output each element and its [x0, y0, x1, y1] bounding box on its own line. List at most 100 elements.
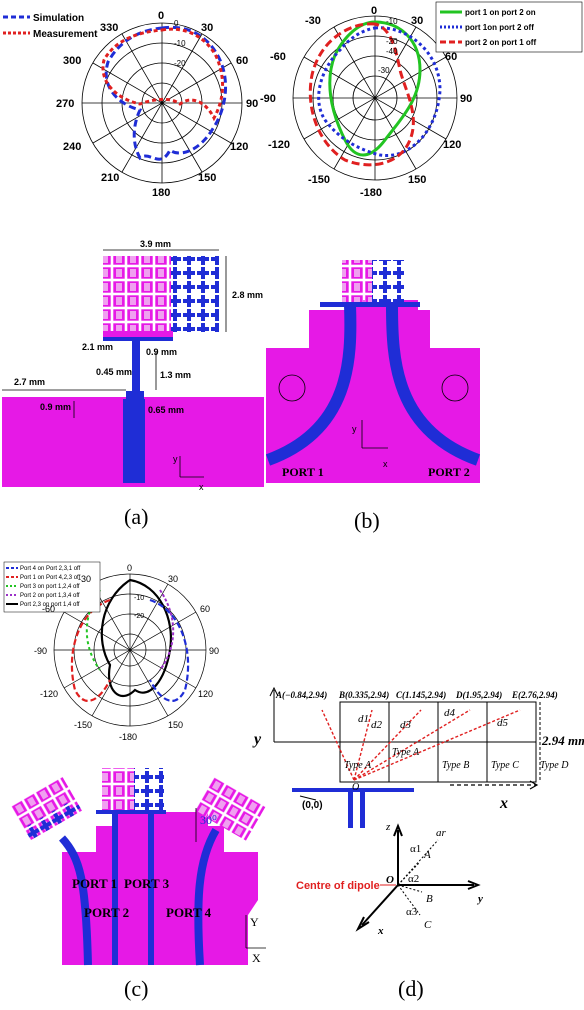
svg-text:150: 150 — [408, 174, 426, 186]
panel-c-polar: Port 4 on Port 2,3,1 off Port 1 on Port … — [3, 561, 219, 742]
panel-c-legend: Port 4 on Port 2,3,1 off Port 1 on Port … — [3, 561, 101, 613]
svg-text:α1: α1 — [410, 843, 421, 855]
panel-b-radial-labels: -10 -20 -30 -40 — [378, 17, 398, 75]
panel-d-diagram: A(−0.84,2.94) B(0.335,2.94) C(1.145,2.94… — [252, 686, 584, 937]
svg-text:(0,0): (0,0) — [302, 800, 323, 811]
svg-text:0.9 mm: 0.9 mm — [146, 347, 177, 357]
svg-text:-40: -40 — [386, 47, 398, 56]
svg-text:B(0.335,2.94): B(0.335,2.94) — [338, 690, 389, 700]
svg-text:d1: d1 — [358, 713, 369, 725]
port1-label: PORT 1 — [282, 465, 324, 479]
svg-text:A(−0.84,2.94): A(−0.84,2.94) — [275, 690, 327, 700]
svg-text:y: y — [352, 424, 357, 434]
svg-text:60: 60 — [445, 51, 457, 63]
panel-c-geometry: 30⁰ PORT 1 PORT 2 PORT 3 PORT 4 Y X — [10, 768, 266, 966]
svg-text:B: B — [426, 893, 433, 905]
svg-text:Port 4 on Port 2,3,1 off: Port 4 on Port 2,3,1 off — [20, 566, 81, 572]
svg-text:y: y — [173, 454, 178, 464]
caption-a: (a) — [124, 504, 149, 529]
svg-text:O: O — [386, 874, 394, 886]
port2-label: PORT 2 — [428, 465, 470, 479]
svg-text:A: A — [423, 849, 431, 861]
svg-text:90: 90 — [460, 93, 472, 105]
svg-text:x: x — [377, 925, 384, 937]
svg-text:120: 120 — [443, 139, 461, 151]
centre-dipole-label: Centre of dipole — [296, 880, 380, 892]
svg-text:Port 2,3 on port 1,4 off: Port 2,3 on port 1,4 off — [20, 602, 80, 608]
c-port2: PORT 2 — [84, 905, 129, 920]
svg-text:3.9 mm: 3.9 mm — [140, 239, 171, 249]
svg-text:2.7 mm: 2.7 mm — [14, 377, 45, 387]
svg-text:30: 30 — [411, 15, 423, 27]
svg-text:240: 240 — [63, 141, 81, 153]
panel-a-angle-labels: 0 30 60 90 120 150 180 210 240 270 300 3… — [56, 10, 258, 199]
svg-text:Type A: Type A — [344, 760, 372, 771]
svg-text:-180: -180 — [119, 732, 137, 742]
c-port3: PORT 3 — [124, 876, 170, 891]
svg-text:0.9 mm: 0.9 mm — [40, 402, 71, 412]
svg-text:-90: -90 — [34, 646, 47, 656]
svg-text:1.3 mm: 1.3 mm — [160, 370, 191, 380]
svg-text:D(1.95,2.94): D(1.95,2.94) — [455, 690, 502, 700]
svg-text:X: X — [252, 951, 261, 965]
svg-text:300: 300 — [63, 55, 81, 67]
panel-a-legend: Simulation Measurement — [3, 13, 98, 40]
svg-text:-20: -20 — [174, 59, 186, 68]
svg-text:-150: -150 — [74, 720, 92, 730]
port1-on-curve — [317, 26, 442, 158]
c-port1: PORT 1 — [72, 876, 117, 891]
panel-c-radial-labels: -10 -20 — [134, 595, 144, 620]
svg-text:-10: -10 — [174, 39, 186, 48]
panel-b-legend: port 1 on port 2 on port 1on port 2 off … — [435, 1, 583, 53]
svg-text:2.94 mm: 2.94 mm — [541, 733, 584, 748]
svg-text:2.1 mm: 2.1 mm — [82, 342, 113, 352]
panel-a-polar: Simulation Measurement 0 30 60 90 120 15… — [3, 10, 258, 199]
svg-text:port 1on port 2 off: port 1on port 2 off — [465, 23, 534, 32]
svg-text:270: 270 — [56, 98, 74, 110]
svg-text:E(2.76,2.94): E(2.76,2.94) — [511, 690, 558, 700]
svg-text:ar: ar — [436, 827, 447, 839]
svg-text:Type D: Type D — [540, 760, 569, 771]
legend-measurement: Measurement — [33, 29, 98, 40]
simulation-curve — [104, 25, 227, 161]
angle-30-label: 30⁰ — [200, 813, 217, 827]
svg-text:120: 120 — [198, 689, 213, 699]
svg-text:z: z — [385, 821, 391, 833]
svg-text:-20: -20 — [134, 613, 144, 620]
svg-text:-90: -90 — [260, 93, 276, 105]
svg-text:Type C: Type C — [491, 760, 519, 771]
svg-text:0: 0 — [158, 10, 164, 22]
caption-c: (c) — [124, 976, 149, 1001]
svg-text:x: x — [499, 795, 508, 812]
svg-text:Y: Y — [250, 915, 259, 929]
svg-text:0: 0 — [127, 563, 132, 573]
svg-text:port 1 on port 2 on: port 1 on port 2 on — [465, 8, 536, 17]
svg-text:30: 30 — [201, 22, 213, 34]
svg-text:330: 330 — [100, 22, 118, 34]
svg-text:180: 180 — [152, 187, 170, 199]
svg-text:-10: -10 — [386, 17, 398, 26]
svg-text:Port 1 on Port 4,2,3 off: Port 1 on Port 4,2,3 off — [20, 575, 81, 581]
svg-text:0: 0 — [371, 5, 377, 17]
svg-text:0.65 mm: 0.65 mm — [148, 405, 184, 415]
svg-text:port 2 on port 1 off: port 2 on port 1 off — [465, 38, 536, 47]
svg-text:α3: α3 — [406, 906, 418, 918]
panel-b-geometry: y x PORT 1 PORT 2 — [265, 260, 481, 483]
svg-text:120: 120 — [230, 141, 248, 153]
svg-text:C(1.145,2.94): C(1.145,2.94) — [396, 690, 446, 700]
svg-text:90: 90 — [246, 98, 258, 110]
svg-text:150: 150 — [168, 720, 183, 730]
svg-text:60: 60 — [200, 604, 210, 614]
svg-text:-150: -150 — [308, 174, 330, 186]
caption-b: (b) — [354, 508, 380, 533]
svg-text:Type B: Type B — [442, 760, 469, 771]
svg-text:d2: d2 — [371, 719, 383, 731]
svg-text:2.8 mm: 2.8 mm — [232, 290, 263, 300]
svg-text:0: 0 — [174, 19, 179, 28]
legend-simulation: Simulation — [33, 13, 84, 24]
svg-text:C: C — [424, 919, 432, 931]
svg-text:210: 210 — [101, 172, 119, 184]
svg-text:-120: -120 — [268, 139, 290, 151]
svg-text:y: y — [252, 731, 262, 748]
